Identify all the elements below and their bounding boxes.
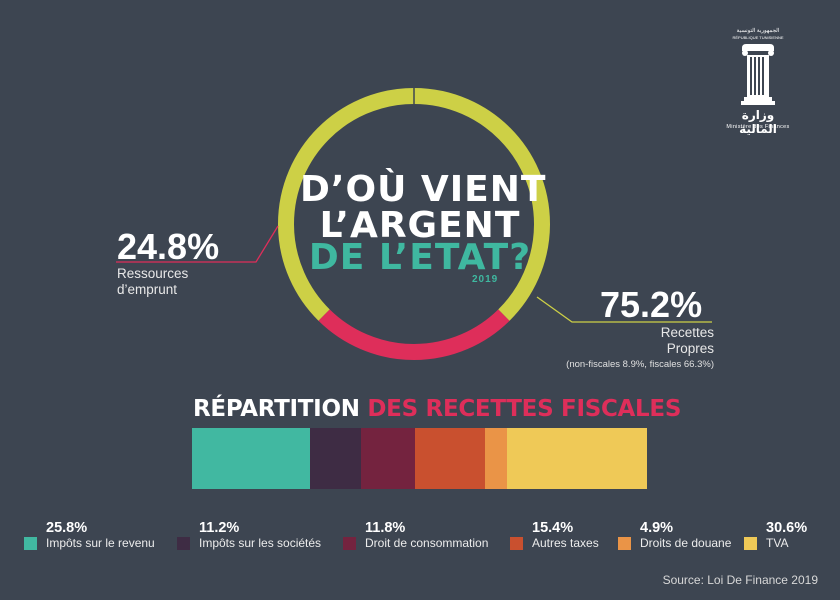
column-icon xyxy=(741,44,775,105)
legend-percent: 25.8% xyxy=(46,520,88,536)
legend-swatch xyxy=(177,537,190,550)
bar-segment-3 xyxy=(360,428,415,489)
title-line-3: DE L’ETAT? xyxy=(308,237,532,278)
logo-republic: RÉPUBLIQUE TUNISIENNE xyxy=(732,35,784,40)
repartition-title-white: RÉPARTITION xyxy=(193,396,360,422)
bar-segment-2 xyxy=(309,428,361,489)
own-revenue-note: (non-fiscales 8.9%, fiscales 66.3%) xyxy=(566,359,714,370)
borrowing-label-line1: Ressources xyxy=(117,266,189,281)
legend-swatch xyxy=(618,537,631,550)
legend-percent: 15.4% xyxy=(532,520,574,536)
logo-french-name: Ministère des Finances xyxy=(726,124,790,130)
own-revenue-label-line1: Recettes xyxy=(660,325,714,340)
legend-percent: 11.8% xyxy=(365,520,406,536)
legend-label: Impôts sur les sociétés xyxy=(199,536,322,550)
source-note: Source: Loi De Finance 2019 xyxy=(662,573,818,587)
bar-segment-4 xyxy=(414,428,485,489)
title-line-1: D’OÙ VIENT xyxy=(300,169,547,210)
title-year: 2019 xyxy=(472,274,499,285)
legend-percent: 30.6% xyxy=(766,520,808,536)
legend-swatch xyxy=(744,537,757,550)
own-revenue-leader-line xyxy=(536,296,712,323)
ministry-logo: الجمهورية التونسية RÉPUBLIQUE TUNISIENNE… xyxy=(722,28,794,138)
donut-segment-borrowing xyxy=(318,309,510,360)
title-line-2: L’ARGENT xyxy=(319,205,521,246)
legend-label: Droits de douane xyxy=(640,536,732,550)
legend-label: Impôts sur le revenu xyxy=(46,536,155,550)
own-revenue-percent: 75.2% xyxy=(600,284,703,325)
repartition-title-red: DES RECETTES FISCALES xyxy=(367,396,682,422)
legend-label: TVA xyxy=(766,536,789,550)
bar-segment-5 xyxy=(484,428,508,489)
legend-label: Autres taxes xyxy=(532,536,599,550)
repartition-title: RÉPARTITION DES RECETTES FISCALES xyxy=(193,396,681,422)
borrowing-label-line2: d’emprunt xyxy=(117,282,178,297)
legend-swatch xyxy=(510,537,523,550)
bar-segment-1 xyxy=(192,428,310,489)
fiscal-revenue-stacked-bar xyxy=(192,428,647,489)
legend-label: Droit de consommation xyxy=(365,536,489,550)
borrowing-percent: 24.8% xyxy=(117,226,220,267)
legend-percent: 11.2% xyxy=(199,520,240,536)
legend-percent: 4.9% xyxy=(640,520,674,536)
legend-swatch xyxy=(343,537,356,550)
own-revenue-label-line2: Propres xyxy=(666,341,714,356)
bar-segment-6 xyxy=(507,428,647,489)
borrowing-leader-line xyxy=(116,225,279,263)
logo-arabic-top: الجمهورية التونسية xyxy=(736,28,780,34)
legend-swatch xyxy=(24,537,37,550)
logo-arabic-name: وزارة المالية xyxy=(739,108,777,136)
